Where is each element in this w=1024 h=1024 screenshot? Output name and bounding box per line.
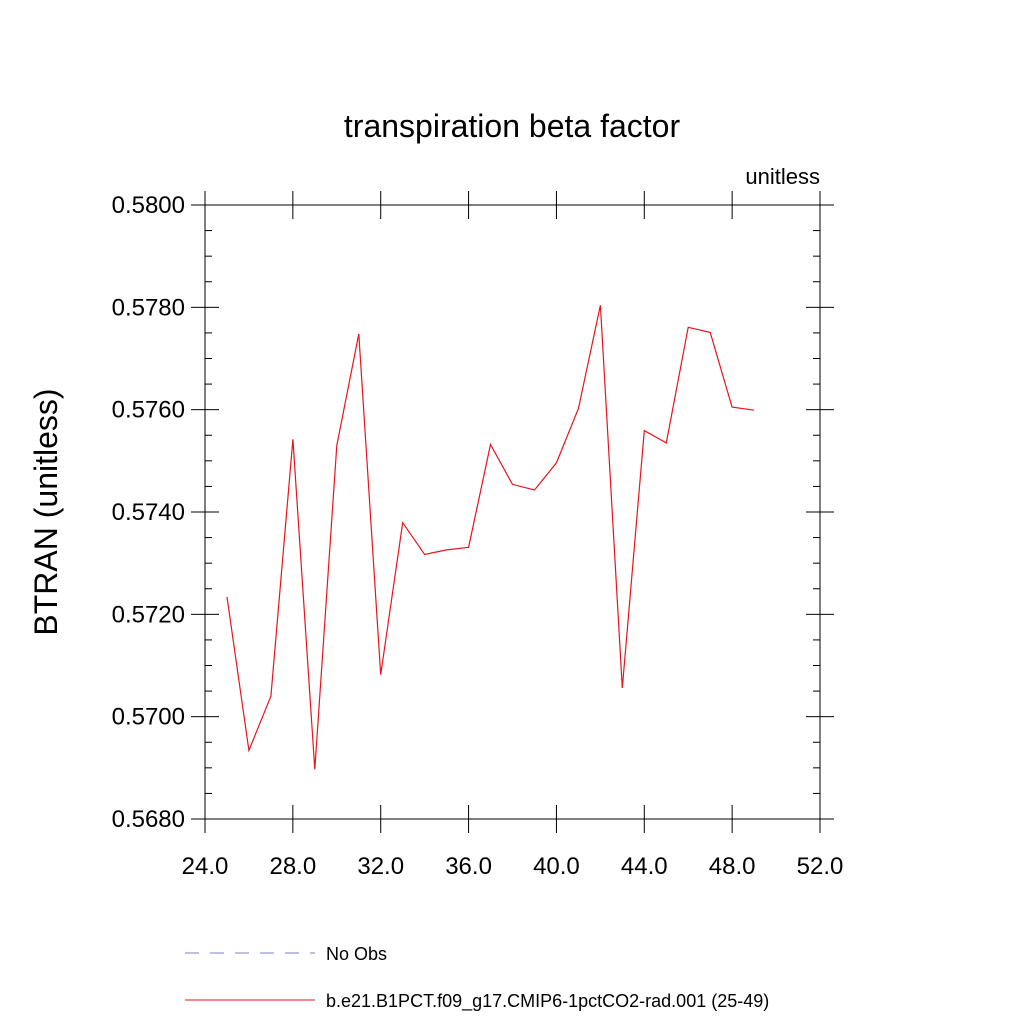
x-tick-label: 36.0 [445, 853, 492, 880]
y-tick-label: 0.5680 [112, 806, 185, 833]
x-tick-label: 52.0 [797, 853, 844, 880]
x-tick-label: 44.0 [621, 853, 668, 880]
legend-label: No Obs [326, 944, 387, 964]
y-tick-label: 0.5760 [112, 397, 185, 424]
y-axis-label: BTRAN (unitless) [28, 388, 64, 635]
y-tick-label: 0.5800 [112, 192, 185, 219]
x-tick-label: 40.0 [533, 853, 580, 880]
x-tick-label: 28.0 [269, 853, 316, 880]
legend: No Obs b.e21.B1PCT.f09_g17.CMIP6-1pctCO2-… [185, 944, 769, 1012]
x-ticks: 24.0 28.0 32.0 36.0 40.0 44.0 48.0 52.0 [182, 191, 844, 880]
series-layer [226, 305, 755, 770]
legend-label: b.e21.B1PCT.f09_g17.CMIP6-1pctCO2-rad.00… [326, 991, 769, 1012]
series-line [226, 305, 755, 770]
y-tick-label: 0.5780 [112, 294, 185, 321]
x-tick-label: 48.0 [709, 853, 756, 880]
chart-title: transpiration beta factor [344, 108, 681, 144]
y-ticks: 0.5680 0.5700 0.5720 0.5740 0.5760 0.5780 0.58… [112, 192, 834, 833]
y-tick-label: 0.5740 [112, 499, 185, 526]
units-label: unitless [745, 164, 820, 189]
x-tick-label: 32.0 [357, 853, 404, 880]
x-tick-label: 24.0 [182, 853, 229, 880]
y-tick-label: 0.5720 [112, 601, 185, 628]
y-tick-label: 0.5700 [112, 704, 185, 731]
